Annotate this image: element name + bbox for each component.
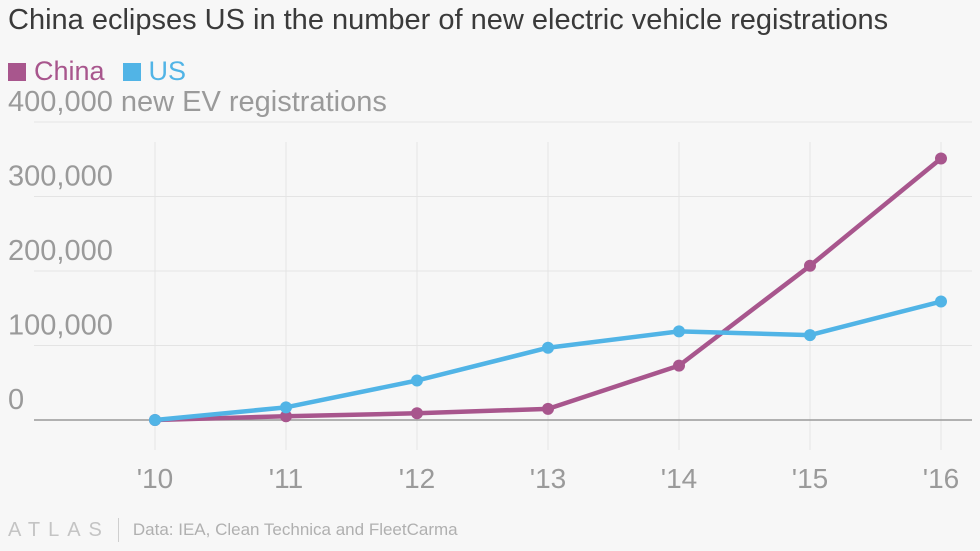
data-point-us <box>542 341 554 354</box>
x-tick-label: '16 <box>923 463 960 494</box>
y-tick-label: 0 <box>8 384 24 416</box>
data-point-china <box>542 402 554 415</box>
legend-item-china: China <box>8 56 105 87</box>
data-point-china <box>935 152 947 165</box>
chart-title: China eclipses US in the number of new e… <box>8 4 889 36</box>
legend-label-us: US <box>148 56 187 86</box>
atlas-logo: ATLAS <box>8 518 110 541</box>
x-tick-label: '10 <box>137 463 174 494</box>
data-point-china <box>673 359 685 372</box>
x-tick-label: '15 <box>792 463 829 494</box>
legend: China US <box>8 56 204 87</box>
source-note: Data: IEA, Clean Technica and FleetCarma <box>132 520 458 539</box>
legend-swatch-china <box>8 62 26 81</box>
data-point-china <box>411 407 423 420</box>
x-tick-label: '12 <box>399 463 436 494</box>
data-point-us <box>149 414 161 426</box>
data-point-china <box>280 410 292 423</box>
x-tick-label: '13 <box>530 463 567 494</box>
data-point-us <box>280 401 292 414</box>
legend-swatch-us <box>122 62 141 81</box>
data-point-us <box>804 329 816 342</box>
data-point-us <box>673 325 685 338</box>
footer: ATLAS Data: IEA, Clean Technica and Flee… <box>8 518 458 542</box>
data-point-china <box>804 259 816 272</box>
data-point-us <box>935 295 947 308</box>
x-tick-label: '14 <box>661 463 698 494</box>
data-point-us <box>411 374 423 387</box>
x-tick-label: '11 <box>269 463 303 494</box>
legend-label-china: China <box>34 56 105 86</box>
y-tick-label: 200,000 <box>8 235 113 267</box>
y-tick-label: 400,000 new EV registrations <box>8 86 387 118</box>
legend-item-us: US <box>122 56 187 87</box>
y-tick-label: 100,000 <box>8 310 113 342</box>
footer-divider <box>117 518 119 542</box>
y-tick-label: 300,000 <box>8 161 113 193</box>
